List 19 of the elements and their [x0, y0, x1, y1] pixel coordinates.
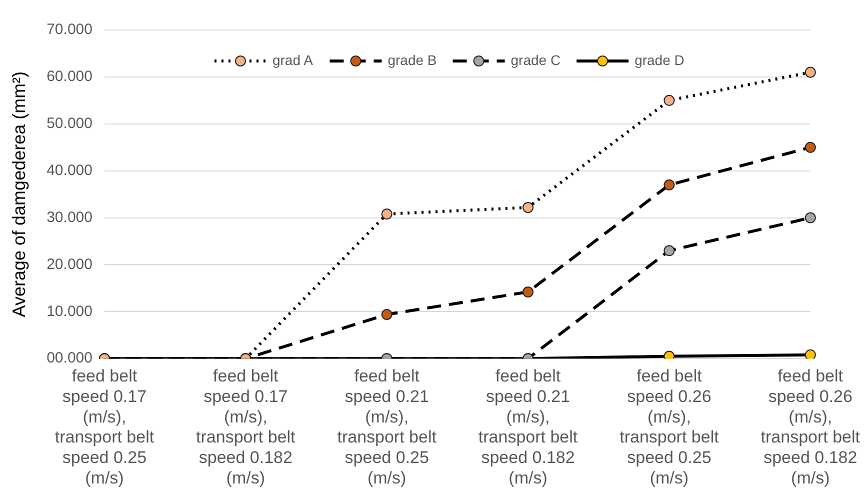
y-tick-label: 40.000 — [46, 162, 92, 179]
x-tick-label: feed belt speed 0.21 (m/s), transport belt speed 0.25 (m/s) — [337, 366, 437, 488]
legend-label: grad A — [272, 52, 314, 68]
y-tick-label: 70.000 — [46, 21, 92, 38]
x-tick-label: feed belt speed 0.26 (m/s), transport belt speed 0.25 (m/s) — [620, 366, 720, 488]
y-tick-label: 60.000 — [46, 68, 92, 86]
x-tick-label: feed belt speed 0.26 (m/s), transport belt speed 0.182 (m/s) — [760, 366, 860, 488]
legend-label: grade C — [510, 52, 561, 68]
y-axis-title: Average of damgederea (mm²) — [8, 71, 29, 318]
y-tick-label: 50.000 — [46, 115, 92, 132]
y-tick-label: 00.000 — [46, 350, 92, 367]
legend-label: grade D — [634, 52, 684, 68]
x-tick-label: feed belt speed 0.17 (m/s), transport belt speed 0.25 (m/s) — [54, 366, 154, 488]
x-tick-label: feed belt speed 0.17 (m/s), transport belt speed 0.182 (m/s) — [196, 366, 296, 488]
y-tick-label: 10.000 — [46, 302, 92, 320]
y-tick-label: 20.000 — [46, 256, 92, 273]
x-tick-label: feed belt speed 0.21 (m/s), transport belt speed 0.182 (m/s) — [478, 366, 578, 488]
legend-label: grade B — [388, 52, 437, 68]
y-tick-label: 30.000 — [46, 208, 92, 226]
